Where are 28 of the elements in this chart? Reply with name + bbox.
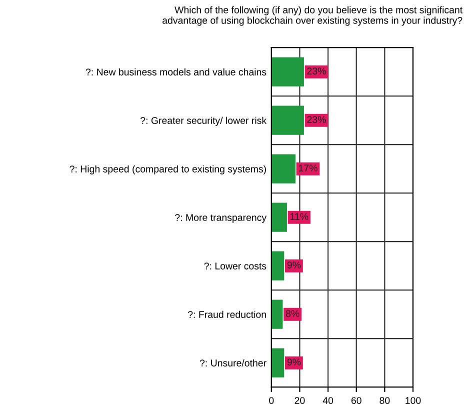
data-label: 17% (298, 164, 318, 172)
y-tick-label: ?: High speed (compared to existing systems) (70, 165, 266, 174)
bar (271, 154, 296, 184)
x-tick-label: 100 (406, 397, 421, 404)
data-label: 11% (290, 213, 308, 220)
bar (271, 300, 283, 329)
data-label: 9% (287, 358, 301, 366)
y-tick-label: ?: Lower costs (204, 262, 266, 270)
x-tick-label: 60 (351, 397, 362, 404)
x-tick-label: 40 (322, 397, 334, 404)
x-tick-label: 0 (269, 397, 274, 404)
y-tick-label: ?: Greater security/ lower risk (140, 116, 267, 126)
bar (271, 202, 287, 232)
bar (271, 57, 304, 86)
y-tick-label: ?: More transparency (175, 214, 267, 223)
bar (271, 348, 284, 378)
data-label: 23% (307, 68, 326, 74)
y-tick-label: ?: Fraud reduction (188, 310, 266, 318)
data-label: 23% (307, 116, 326, 123)
bar (271, 106, 304, 135)
x-tick-label: 80 (380, 397, 390, 404)
data-label: 8% (286, 310, 300, 317)
bar (271, 251, 284, 280)
y-tick-label: ?: New business models and value chains (86, 68, 266, 76)
x-tick-label: 20 (294, 397, 305, 404)
chart-title: Which of the following (if any) do you believe is the most significant advantage of using blockchain over existing systems in your industry? (162, 6, 463, 26)
y-tick-label: ?: Unsure/other (200, 359, 266, 366)
data-label: 9% (287, 262, 301, 268)
